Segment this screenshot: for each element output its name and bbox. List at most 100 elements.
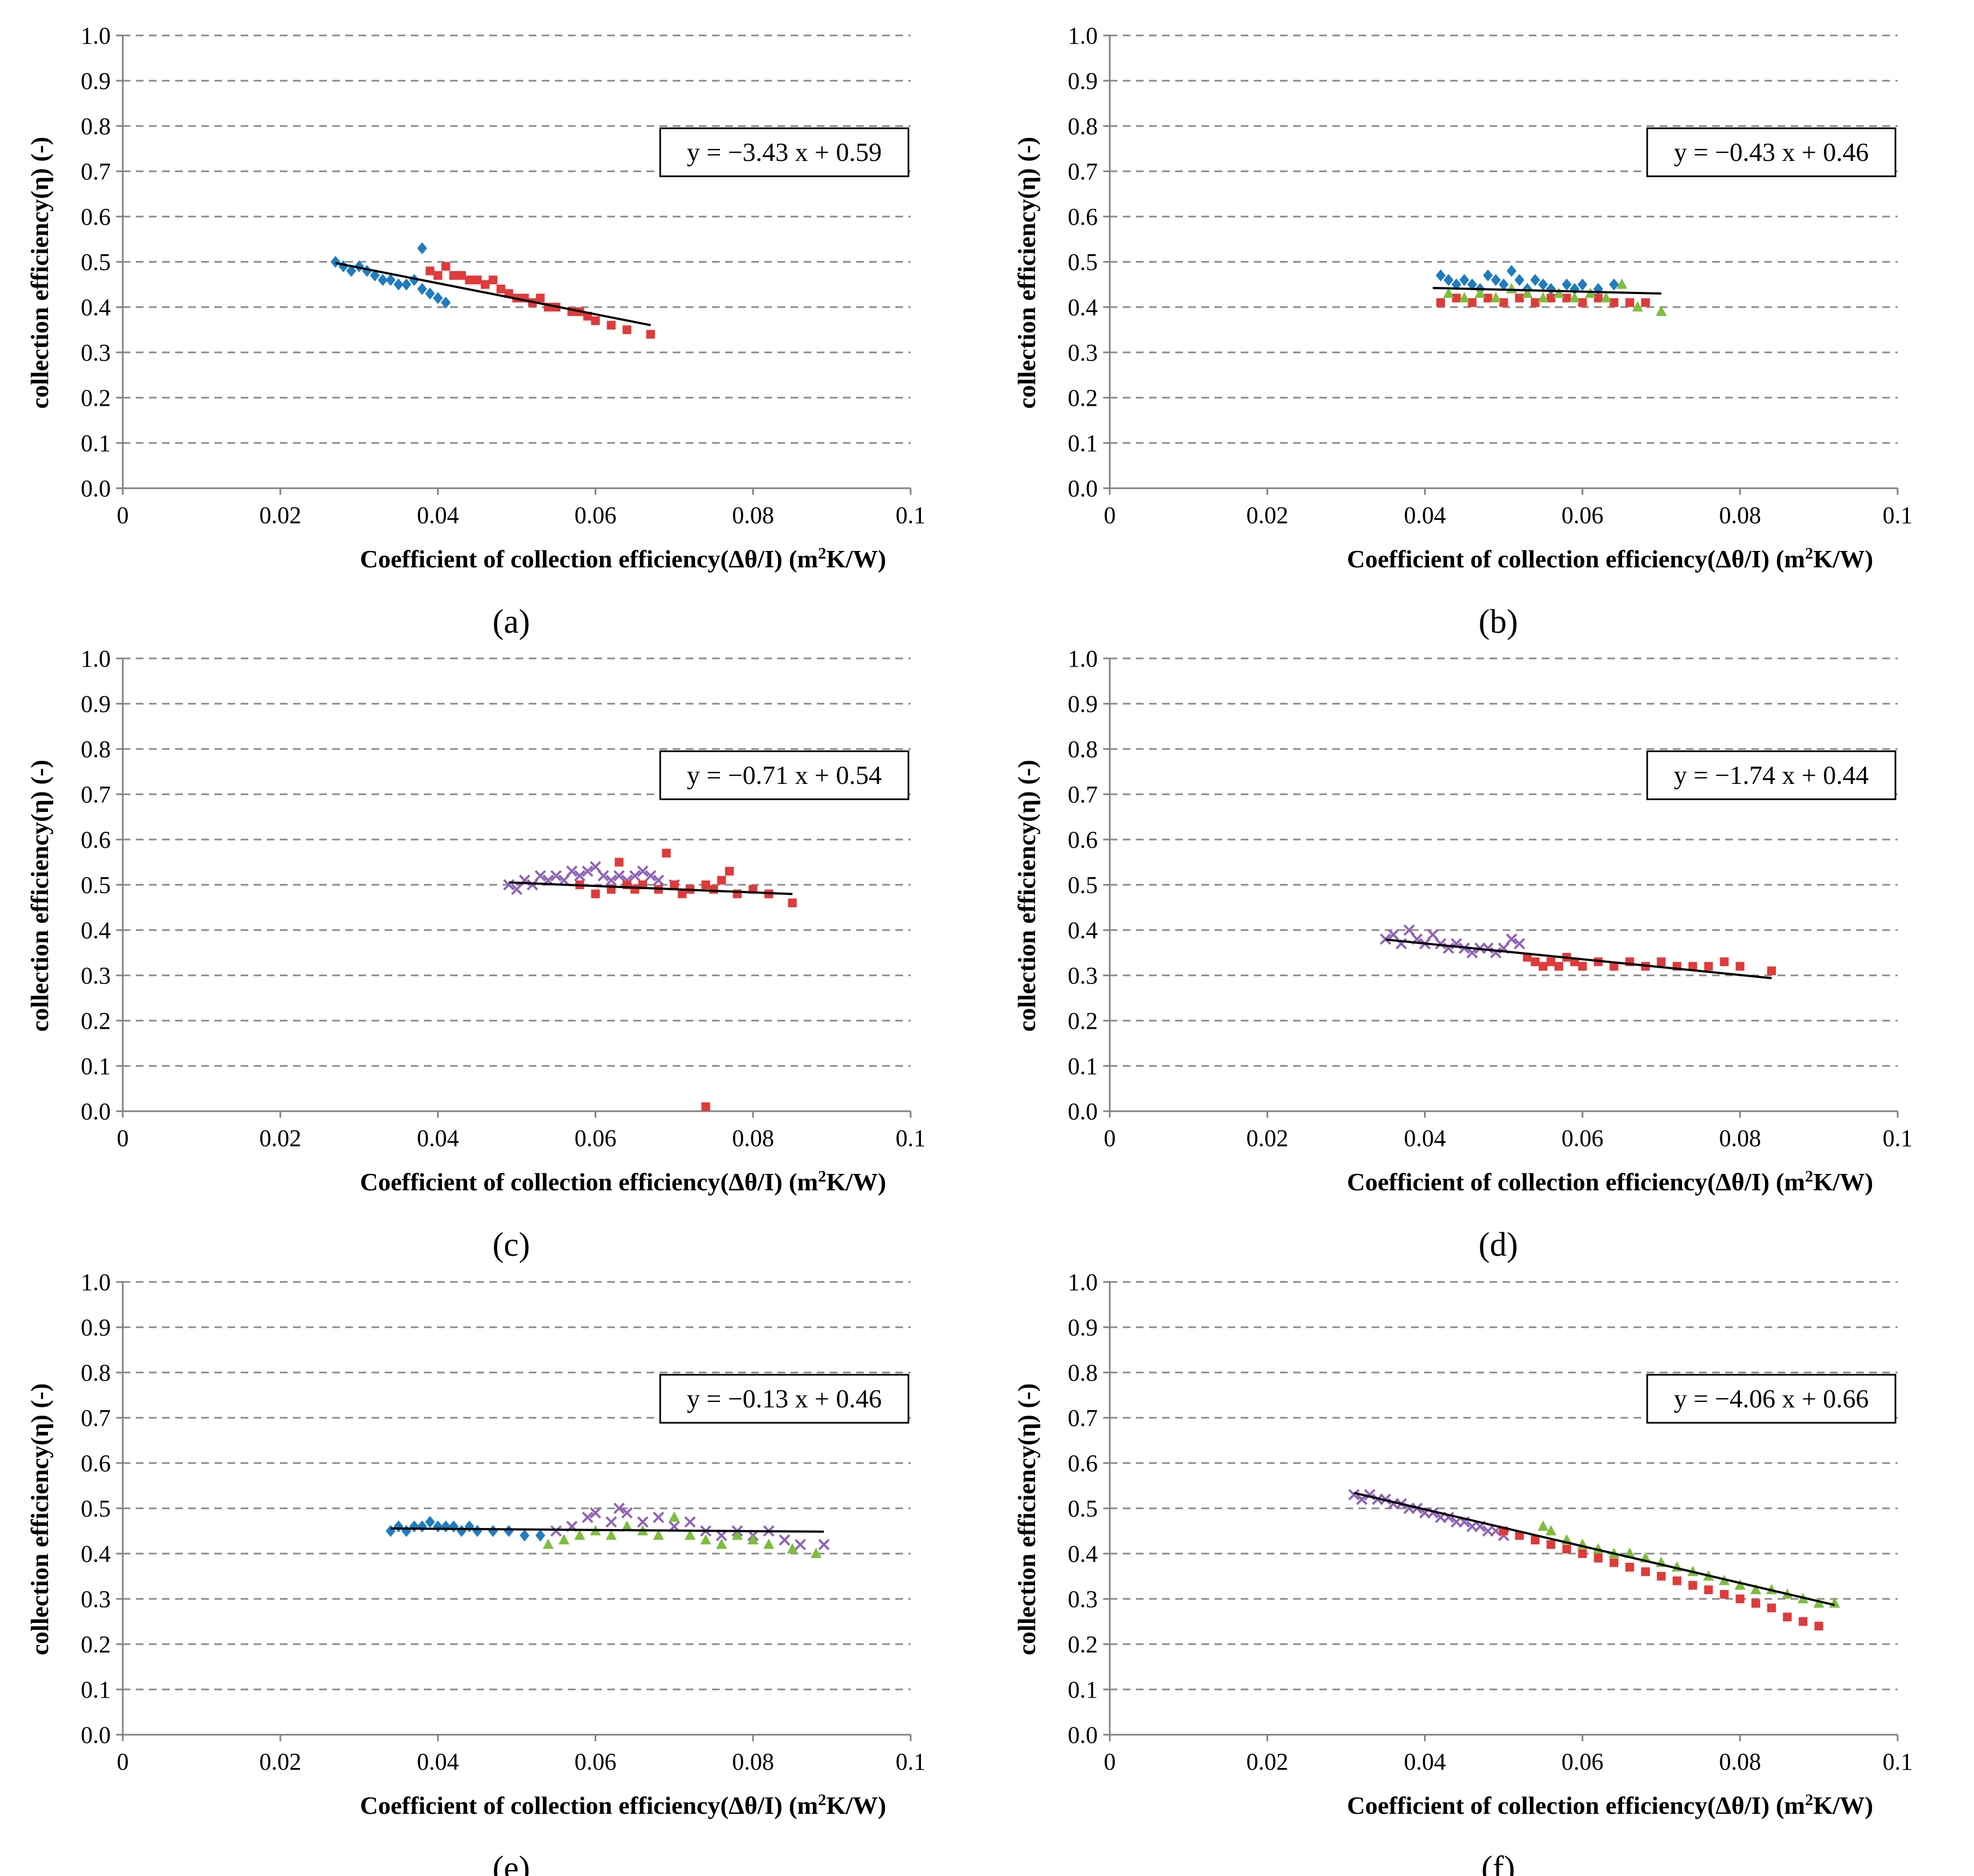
data-point-blue <box>472 1525 482 1537</box>
data-point-blue <box>1530 274 1540 286</box>
data-point-blue <box>1562 278 1572 291</box>
x-axis-title: Coefficient of collection efficiency(Δθ/… <box>1347 1167 1874 1196</box>
data-point-red <box>1578 298 1587 307</box>
data-point-green <box>1569 292 1580 303</box>
data-point-purple <box>613 1502 625 1514</box>
y-tick-label: 0.5 <box>81 872 111 898</box>
x-tick-label: 0 <box>1104 1125 1116 1152</box>
x-tick-label: 0.02 <box>259 1125 301 1152</box>
panel-label: (d) <box>1479 1226 1518 1263</box>
x-tick-label: 0.1 <box>896 502 926 529</box>
chart-svg: 0.0 0.1 0.2 0.3 0.4 0.5 0.6 0.7 0.8 0.9 1.0 0 0.02 0.… <box>26 1269 926 1876</box>
data-point-green <box>1522 287 1533 298</box>
y-tick-label: 0.3 <box>81 962 111 989</box>
series-green <box>1443 278 1667 316</box>
x-tick-label: 0.04 <box>417 502 459 529</box>
data-point-red <box>1610 962 1619 971</box>
data-point-red <box>1688 962 1697 971</box>
equation-text: y = −0.43 x + 0.46 <box>1674 138 1869 167</box>
y-tick-label: 0.0 <box>81 1098 111 1125</box>
data-point-red <box>614 858 624 867</box>
y-axis-title: collection efficiency(η) (-) <box>1013 137 1040 409</box>
panel-label: (a) <box>493 603 530 640</box>
x-tick-label: 0.08 <box>732 1125 774 1152</box>
data-point-red <box>630 885 639 894</box>
x-tick-label: 0.06 <box>575 502 617 529</box>
y-tick-label: 0.6 <box>81 1450 111 1477</box>
data-point-green <box>1750 1584 1762 1595</box>
y-tick-label: 0.5 <box>1068 249 1098 275</box>
data-point-purple <box>566 865 578 877</box>
data-point-red <box>481 280 490 289</box>
y-tick-label: 0.6 <box>1068 826 1098 853</box>
equation-box <box>659 127 910 177</box>
chart-svg: 0.0 0.1 0.2 0.3 0.4 0.5 0.6 0.7 0.8 0.9 1.0 0 0.02 0.… <box>1013 22 1913 640</box>
data-point-purple <box>1348 1489 1360 1501</box>
y-tick-label: 0.8 <box>1068 1359 1098 1386</box>
data-point-purple <box>1379 933 1391 945</box>
y-tick-label: 0.7 <box>81 158 111 185</box>
data-point-green <box>621 1520 633 1531</box>
y-tick-label: 0.9 <box>81 1314 111 1341</box>
y-tick-label: 0.5 <box>1068 1495 1098 1522</box>
x-tick-label: 0.06 <box>1562 1748 1604 1775</box>
data-point-purple <box>645 870 656 882</box>
x-tick-label: 0 <box>117 502 129 529</box>
data-point-red <box>1594 293 1603 303</box>
equation-box <box>1646 750 1897 800</box>
data-point-green <box>606 1529 617 1540</box>
x-tick-label: 0.06 <box>575 1748 617 1775</box>
x-axis-title-text: Coefficient of collection efficiency(Δθ/… <box>360 545 818 573</box>
data-point-red <box>1499 298 1508 307</box>
data-point-blue <box>535 1529 546 1542</box>
data-point-red <box>1452 293 1461 303</box>
data-point-red <box>709 885 718 894</box>
data-point-red <box>1523 952 1532 962</box>
y-tick-label: 0.4 <box>1068 917 1098 944</box>
x-tick-label: 0.1 <box>1883 502 1913 529</box>
data-point-blue <box>1593 283 1604 295</box>
data-point-red <box>1625 298 1635 307</box>
x-tick-label: 0.1 <box>896 1125 926 1152</box>
x-tick-label: 0.06 <box>1562 502 1604 529</box>
x-axis-title-unit: K/W) <box>1813 545 1873 573</box>
data-point-purple <box>613 870 625 882</box>
y-tick-label: 1.0 <box>1068 22 1098 49</box>
series-red <box>426 262 655 339</box>
x-axis-title-unit: K/W) <box>826 1168 886 1196</box>
x-tick-label: 0.1 <box>896 1748 926 1775</box>
data-point-red <box>1641 298 1650 307</box>
data-point-red <box>1736 962 1745 971</box>
x-tick-label: 0.02 <box>1246 1748 1288 1775</box>
y-tick-label: 0.9 <box>81 68 111 94</box>
data-point-blue <box>354 260 364 273</box>
x-axis-title-superscript: 2 <box>818 1167 826 1185</box>
data-point-red <box>646 329 655 339</box>
data-point-red <box>1484 293 1493 303</box>
y-tick-label: 0.4 <box>81 917 111 944</box>
data-point-blue <box>425 1515 435 1528</box>
y-tick-label: 0.3 <box>1068 339 1098 366</box>
x-tick-label: 0.04 <box>1404 1125 1446 1152</box>
y-tick-label: 0.0 <box>1068 1722 1098 1748</box>
y-tick-label: 0.2 <box>1068 1631 1098 1658</box>
data-point-red <box>536 293 545 303</box>
y-axis-title: collection efficiency(η) (-) <box>26 137 53 409</box>
x-axis-title-superscript: 2 <box>1805 544 1813 562</box>
data-point-green <box>1538 1520 1549 1531</box>
y-tick-label: 1.0 <box>81 1269 111 1296</box>
data-point-red <box>788 898 797 908</box>
data-point-blue <box>417 283 427 295</box>
x-tick-label: 0.06 <box>575 1125 617 1152</box>
data-point-purple <box>653 874 665 886</box>
data-point-green <box>1813 1597 1825 1608</box>
y-tick-label: 0.3 <box>1068 1586 1098 1613</box>
data-point-green <box>1616 278 1628 289</box>
data-point-red <box>1530 1536 1540 1545</box>
data-point-blue <box>519 1529 530 1542</box>
data-point-red <box>457 271 466 280</box>
series-green <box>542 1511 822 1558</box>
series-red <box>1436 293 1650 307</box>
y-tick-label: 0.2 <box>81 385 111 411</box>
data-point-purple <box>637 865 649 877</box>
